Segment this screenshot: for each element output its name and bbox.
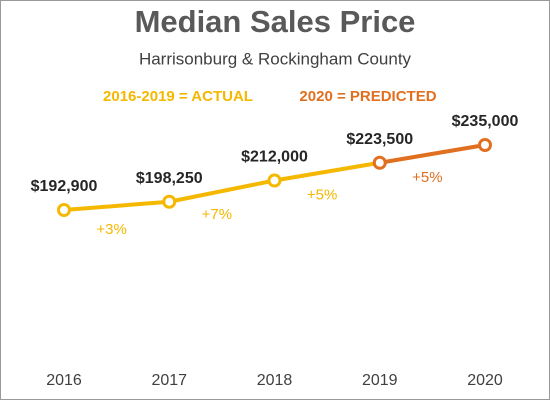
value-label: $198,250 bbox=[136, 170, 203, 187]
chart-title: Median Sales Price bbox=[135, 4, 416, 39]
value-label: $212,000 bbox=[241, 149, 308, 166]
legend-entry: 2020 = PREDICTED bbox=[299, 88, 436, 105]
series-line bbox=[379, 143, 486, 165]
point-marker bbox=[478, 138, 492, 152]
series-line bbox=[63, 160, 381, 212]
x-tick-label: 2018 bbox=[257, 372, 293, 389]
legend-entry: 2016-2019 = ACTUAL bbox=[103, 88, 253, 105]
annotation: +3% bbox=[96, 221, 126, 238]
point-marker bbox=[372, 155, 387, 170]
point-marker bbox=[57, 203, 71, 217]
annotation: +7% bbox=[202, 206, 232, 223]
x-tick-label: 2016 bbox=[46, 372, 82, 389]
value-label: $235,000 bbox=[452, 113, 519, 130]
x-tick-label: 2020 bbox=[467, 372, 503, 389]
value-label: $223,500 bbox=[346, 131, 413, 148]
value-label: $192,900 bbox=[31, 178, 98, 195]
x-tick-label: 2017 bbox=[151, 372, 187, 389]
chart-subtitle: Harrisonburg & Rockingham County bbox=[139, 49, 412, 68]
point-marker bbox=[162, 194, 177, 209]
x-tick-label: 2019 bbox=[362, 372, 398, 389]
point-marker bbox=[267, 173, 282, 188]
annotation: +5% bbox=[307, 187, 337, 204]
annotation: +5% bbox=[412, 169, 442, 186]
